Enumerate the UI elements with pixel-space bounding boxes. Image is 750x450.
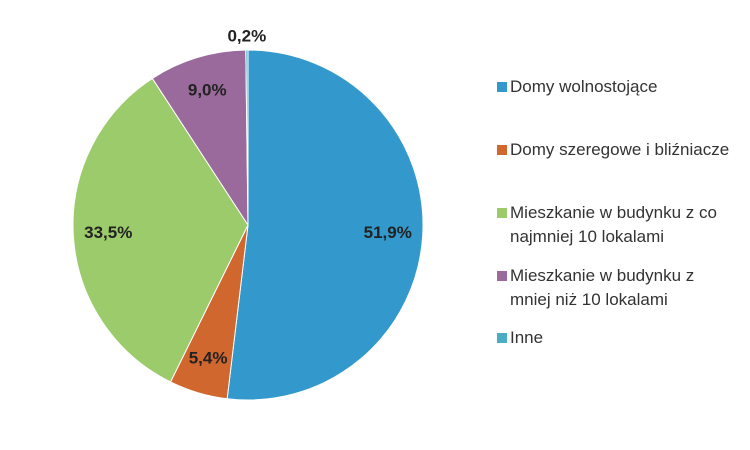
legend-label: Domy szeregowe i bliźniacze [510,140,730,159]
legend-swatch [497,208,507,218]
data-label: 5,4% [189,349,228,368]
pie-slice [245,49,249,226]
legend-entry: Mieszkanie w budynku z mniej niż 10 loka… [497,264,737,312]
pie-slice [226,49,424,401]
legend-entry: Mieszkanie w budynku z co najmniej 10 lo… [497,201,737,249]
legend-label: Domy wolnostojące [510,77,658,96]
legend-label: Mieszkanie w budynku z co najmniej 10 lo… [510,203,717,246]
data-label: 0,2% [227,26,266,45]
legend-swatch [497,82,507,92]
legend-entry: Domy wolnostojące [497,75,737,99]
data-label: 33,5% [84,223,132,242]
data-label: 51,9% [364,223,412,242]
legend-entry: Inne [497,326,737,350]
pie-slice [151,49,249,227]
legend-swatch [497,145,507,155]
legend-entry: Domy szeregowe i bliźniacze [497,138,737,162]
pie-slice [72,77,249,383]
data-label: 9,0% [188,81,227,100]
legend-label: Mieszkanie w budynku z mniej niż 10 loka… [510,266,695,309]
legend-swatch [497,271,507,281]
legend-swatch [497,333,507,343]
legend-label: Inne [510,328,544,347]
